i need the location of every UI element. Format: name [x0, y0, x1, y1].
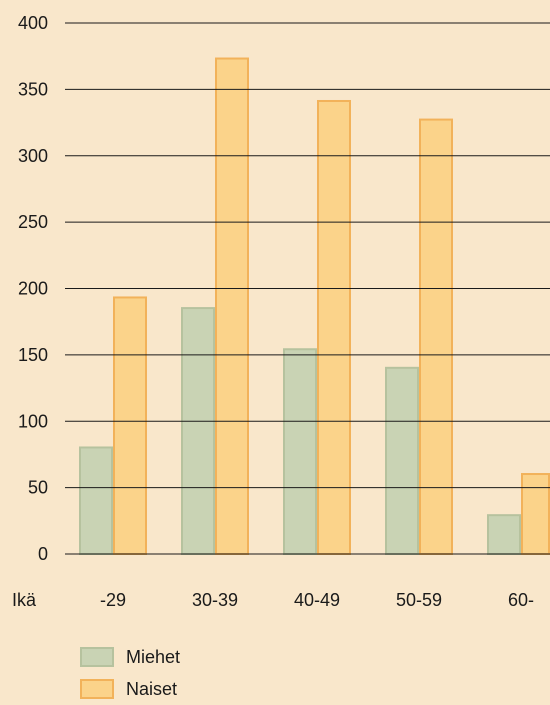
bar-miehet-4	[487, 514, 521, 555]
y-tick-label: 0	[38, 544, 48, 564]
y-tick-label: 350	[18, 79, 48, 99]
legend-item-naiset: Naiset	[80, 673, 180, 705]
bar-miehet-1	[181, 307, 215, 555]
bar-naiset-1	[215, 57, 249, 555]
y-tick-label: 300	[18, 146, 48, 166]
legend-label-miehet: Miehet	[126, 646, 181, 667]
legend-swatch-naiset	[80, 679, 114, 699]
legend-swatch-miehet	[80, 647, 114, 667]
bar-miehet-3	[385, 366, 419, 556]
x-axis-prefix: Ikä	[12, 590, 37, 610]
y-tick-label: 400	[18, 13, 48, 33]
x-tick-label: 30-39	[192, 590, 238, 610]
bar-naiset-3	[419, 118, 453, 556]
y-tick-label: 200	[18, 279, 48, 299]
y-tick-label: 150	[18, 345, 48, 365]
bar-naiset-2	[317, 99, 351, 556]
y-tick-label: 50	[28, 478, 48, 498]
bar-miehet-0	[79, 446, 113, 555]
legend-label-naiset: Naiset	[126, 678, 178, 699]
x-tick-label: 60-	[508, 590, 534, 610]
x-tick-label: -29	[100, 590, 126, 610]
y-tick-label: 100	[18, 411, 48, 431]
bar-naiset-4	[521, 473, 550, 555]
y-tick-label: 250	[18, 212, 48, 232]
bar-naiset-0	[113, 296, 147, 555]
legend: Miehet Naiset	[80, 641, 180, 705]
bar-miehet-2	[283, 348, 317, 555]
x-tick-label: 40-49	[294, 590, 340, 610]
x-tick-label: 50-59	[396, 590, 442, 610]
legend-item-miehet: Miehet	[80, 641, 180, 673]
